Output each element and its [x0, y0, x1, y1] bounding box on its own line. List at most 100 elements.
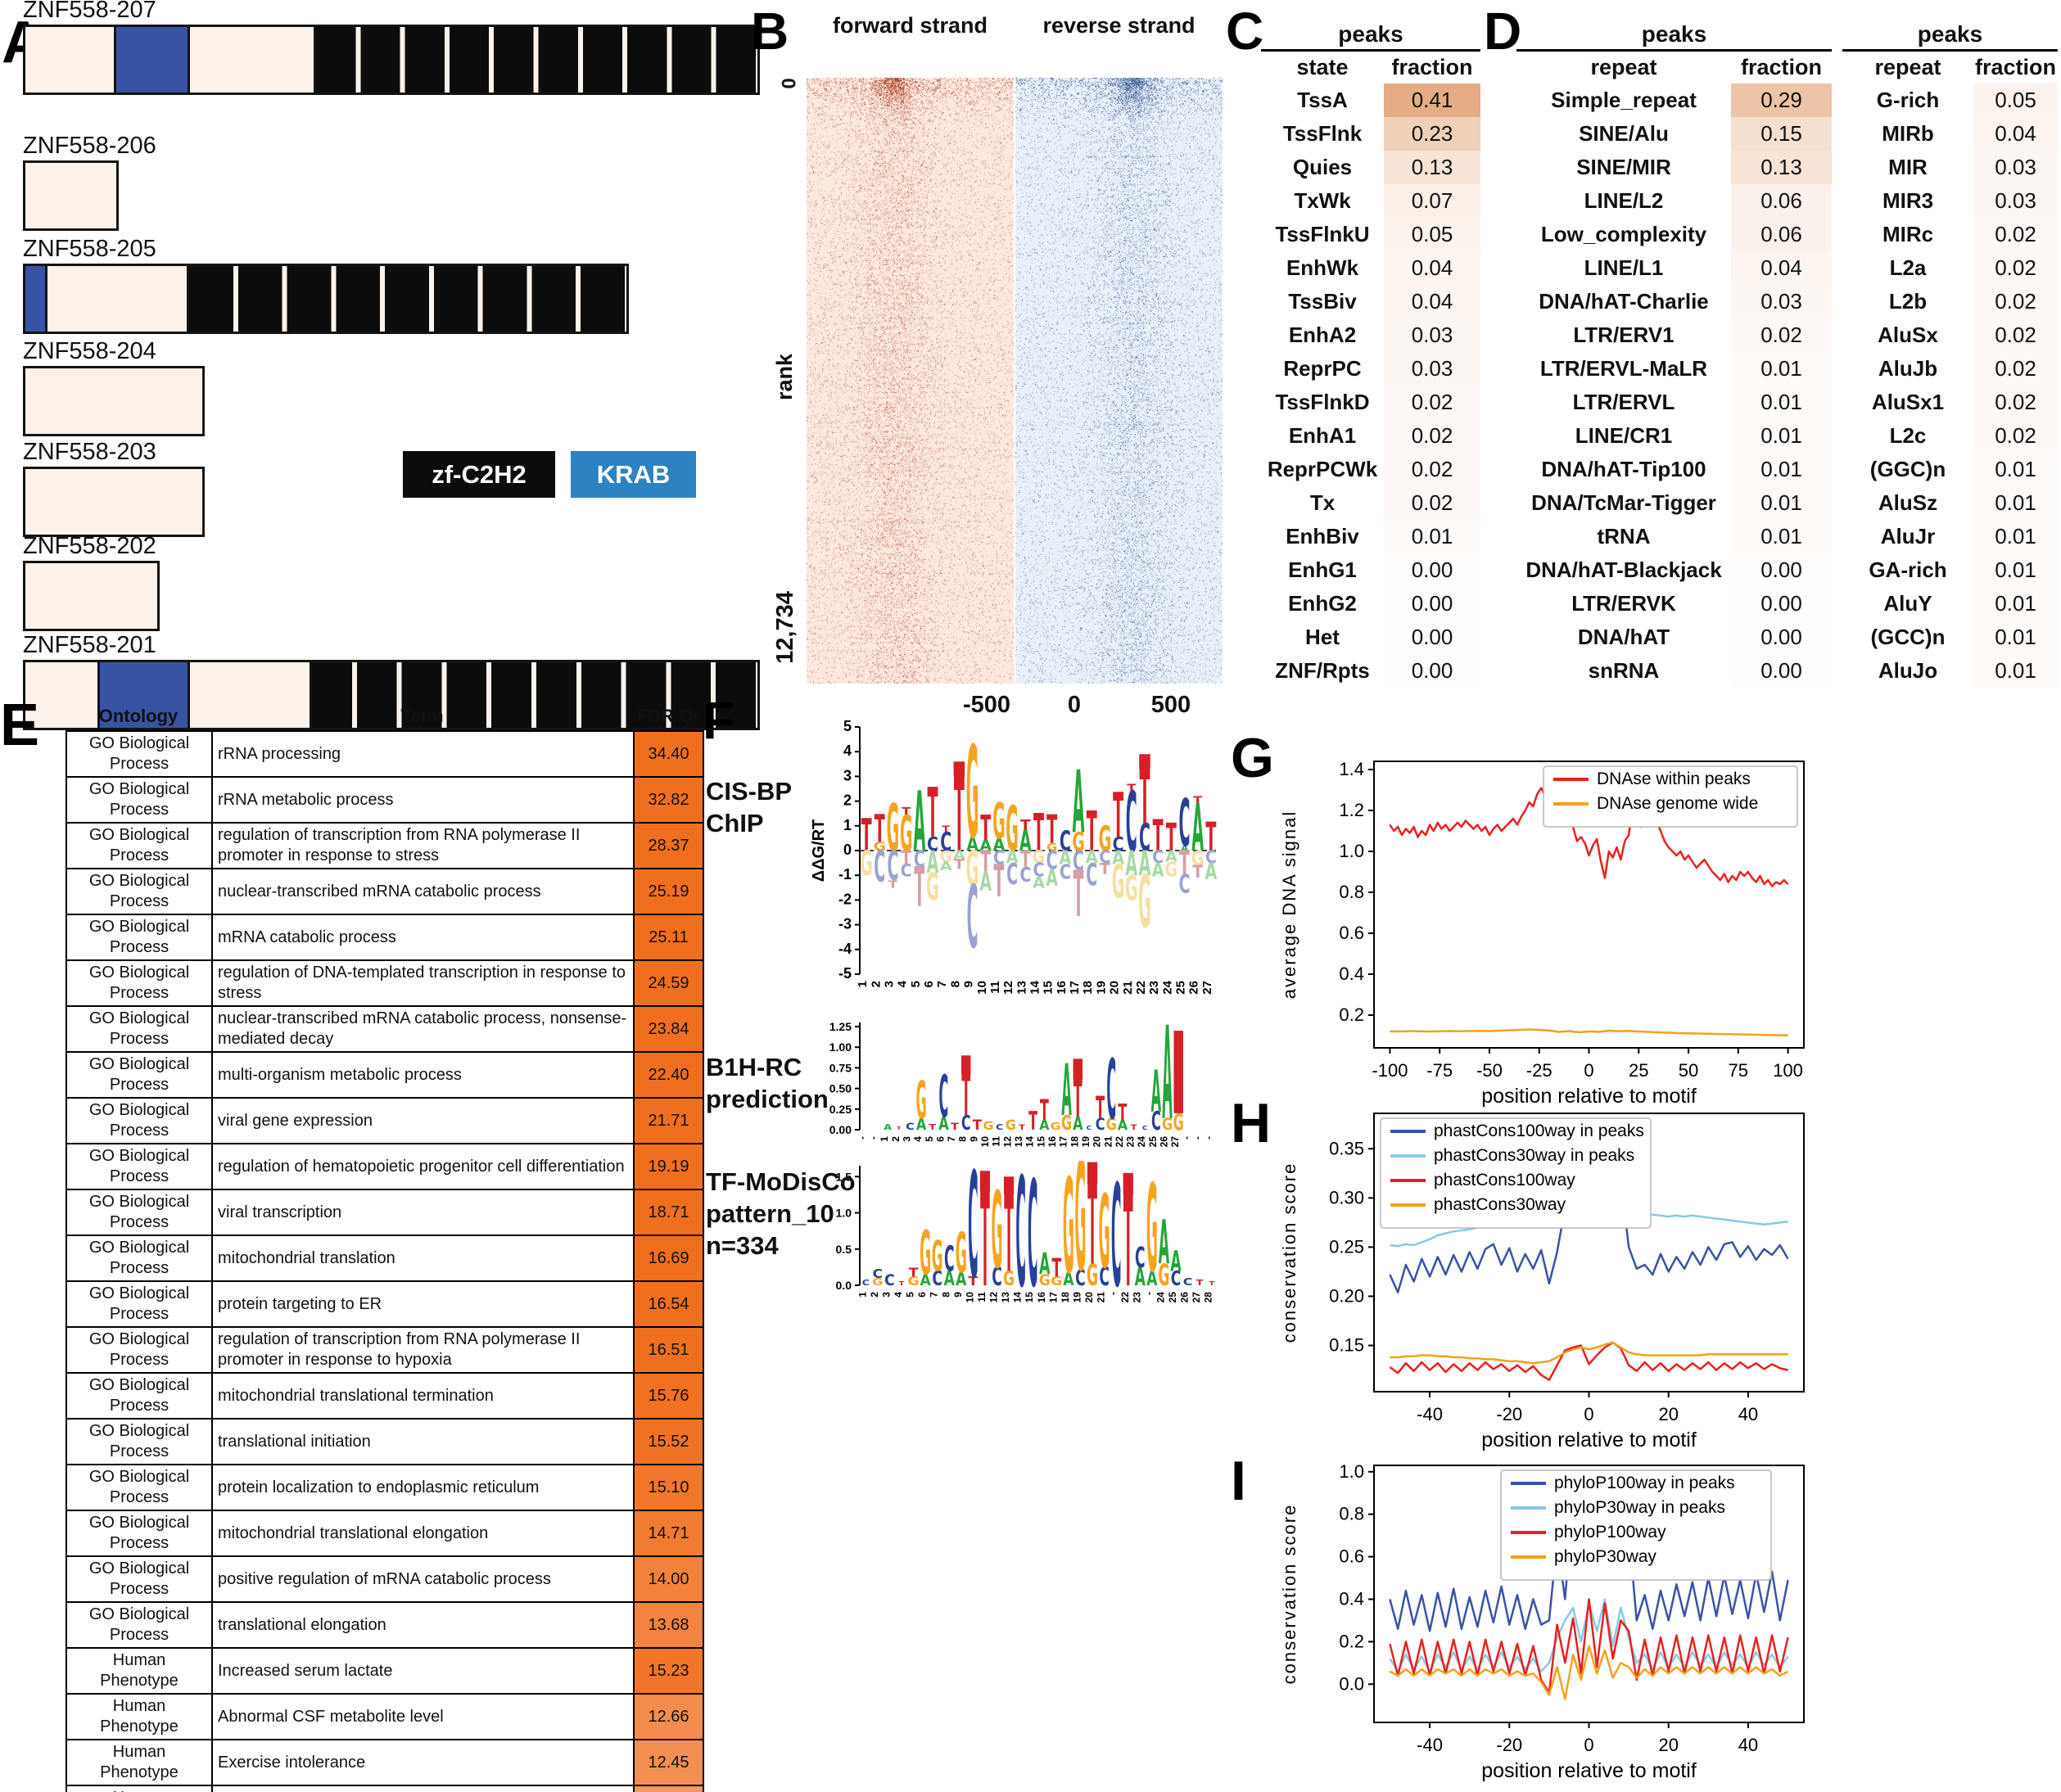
svg-text:phastCons30way in peaks: phastCons30way in peaks [1434, 1146, 1634, 1165]
krab-domain-box [25, 266, 47, 332]
ontology-cell: GO Biological Process [66, 1097, 213, 1144]
table-row: LTR/ERVK 0.00 [1516, 587, 1832, 621]
svg-text:6: 6 [916, 1292, 928, 1298]
table-row: AluSz 0.01 [1842, 486, 2058, 520]
svg-text:-40: -40 [1417, 1404, 1443, 1424]
zinc-finger-array [311, 662, 758, 728]
svg-text:C: C [1152, 846, 1164, 867]
svg-text:C: C [1060, 860, 1071, 884]
qvalue-cell: 24.59 [633, 959, 704, 1007]
label-cell: EnhG2 [1288, 591, 1357, 616]
svg-text:A: A [1191, 790, 1204, 867]
svg-text:position relative to motif: position relative to motif [1481, 1759, 1697, 1782]
svg-text:5: 5 [905, 1292, 916, 1298]
col-term: Term [400, 706, 444, 726]
panel-e-letter: E [0, 693, 40, 758]
svg-text:12: 12 [1001, 981, 1015, 995]
term-cell: rRNA metabolic process [211, 776, 635, 824]
svg-text:-3: -3 [838, 916, 852, 932]
svg-text:16: 16 [1036, 1292, 1047, 1303]
label-cell: Tx [1309, 490, 1336, 515]
exon-box [25, 662, 101, 728]
svg-text:G: G [916, 1070, 927, 1131]
svg-text:24: 24 [1160, 980, 1174, 994]
repeat-table-1: peaks repeat fraction Simple_repeat 0.29 SINE… [1516, 21, 1832, 688]
svg-text:0.25: 0.25 [829, 1103, 852, 1116]
svg-text:T: T [875, 808, 885, 852]
label-cell: Simple_repeat [1551, 88, 1697, 112]
label-cell: LINE/L2 [1584, 188, 1664, 213]
svg-text:G: G [966, 720, 979, 868]
svg-text:A: A [993, 834, 1006, 855]
fraction-cell: 0.01 [1731, 486, 1832, 520]
svg-text:G: G [992, 792, 1006, 851]
label-cell: (GCC)n [1870, 625, 1946, 649]
svg-text:G: G [1074, 1161, 1086, 1305]
svg-text:25: 25 [1147, 1136, 1159, 1148]
svg-text:A: A [979, 837, 992, 855]
term-cell: translational initiation [211, 1418, 635, 1465]
fraction-cell: 0.06 [1731, 218, 1832, 251]
qvalue-cell: 16.51 [633, 1326, 704, 1374]
fraction-cell: 0.04 [1384, 285, 1480, 318]
label-cell: DNA/hAT-Blackjack [1525, 557, 1722, 582]
svg-text:G: G [1173, 1109, 1184, 1135]
svg-text:T: T [928, 775, 938, 855]
svg-text:C: C [1183, 1277, 1193, 1289]
table-row: TxWk 0.07 [1261, 184, 1480, 218]
svg-text:50: 50 [1679, 1060, 1698, 1081]
term-cell: viral transcription [211, 1189, 635, 1236]
label-cell: Low_complexity [1540, 222, 1707, 246]
isoform-bar [23, 160, 119, 231]
table-row: AluY 0.01 [1842, 587, 2058, 621]
svg-text:13: 13 [1013, 1136, 1024, 1148]
svg-text:0.6: 0.6 [1339, 923, 1364, 943]
svg-text:T: T [1051, 1253, 1061, 1283]
svg-text:C: C [927, 833, 938, 855]
svg-text:C: C [887, 842, 898, 890]
enrichment-row: Human Phenotype Increased serum lactate 15… [66, 1647, 704, 1695]
fraction-cell: 0.02 [1973, 285, 2058, 318]
svg-text:C: C [992, 1262, 1002, 1292]
svg-text:G: G [1006, 793, 1019, 865]
qvalue-cell: 15.76 [633, 1372, 704, 1420]
table-row: DNA/hAT-Blackjack 0.00 [1516, 553, 1832, 587]
svg-text:22: 22 [1114, 1136, 1125, 1148]
svg-text:T: T [1131, 1124, 1137, 1131]
svg-text:G: G [887, 790, 900, 867]
svg-text:DNAse genome wide: DNAse genome wide [1597, 794, 1758, 813]
svg-text:-20: -20 [1496, 1735, 1522, 1755]
label-cell: L2b [1888, 289, 1928, 314]
enrichment-row: GO Biological Process nuclear-transcribed… [66, 1005, 704, 1053]
term-cell: regulation of transcription from RNA pol… [211, 822, 635, 869]
col-fraction: fraction [1391, 55, 1473, 79]
svg-text:T: T [961, 1062, 970, 1128]
ontology-cell: GO Biological Process [66, 1235, 213, 1282]
svg-text:4: 4 [912, 1136, 924, 1142]
svg-text:G: G [1099, 1174, 1110, 1291]
svg-text:-: - [1203, 1136, 1214, 1140]
svg-text:A: A [953, 849, 966, 863]
svg-text:C: C [1126, 775, 1137, 871]
label-cell: MIR3 [1882, 188, 1934, 213]
svg-text:T: T [1004, 1173, 1014, 1296]
svg-text:A: A [1033, 873, 1045, 891]
table-row: ReprPCWk 0.02 [1261, 453, 1480, 486]
svg-text:0.8: 0.8 [1339, 1504, 1364, 1524]
table-row: DNA/TcMar-Tigger 0.01 [1516, 486, 1832, 520]
svg-text:26: 26 [1179, 1292, 1191, 1303]
svg-text:conservation score: conservation score [1279, 1504, 1299, 1685]
svg-text:C: C [1135, 1243, 1146, 1275]
term-cell: Exercise intolerance [211, 1739, 635, 1786]
zinc-finger-array [189, 266, 626, 332]
svg-text:14: 14 [1024, 1136, 1036, 1148]
fraction-cell: 0.03 [1731, 285, 1832, 318]
svg-text:T: T [951, 1122, 959, 1133]
svg-text:conservation score: conservation score [1279, 1162, 1299, 1343]
ontology-cell: GO Biological Process [66, 1555, 213, 1603]
label-cell: TssFlnk [1282, 121, 1363, 146]
svg-text:C: C [874, 842, 885, 892]
tf-modisco-logo: 1.51.00.50.0 C1GC2C3T4GT5AG6CG7AC8AG9TC10… [836, 1161, 1215, 1308]
enrichment-row: GO Biological Process translational initi… [66, 1418, 704, 1465]
svg-text:A: A [1118, 1117, 1128, 1133]
